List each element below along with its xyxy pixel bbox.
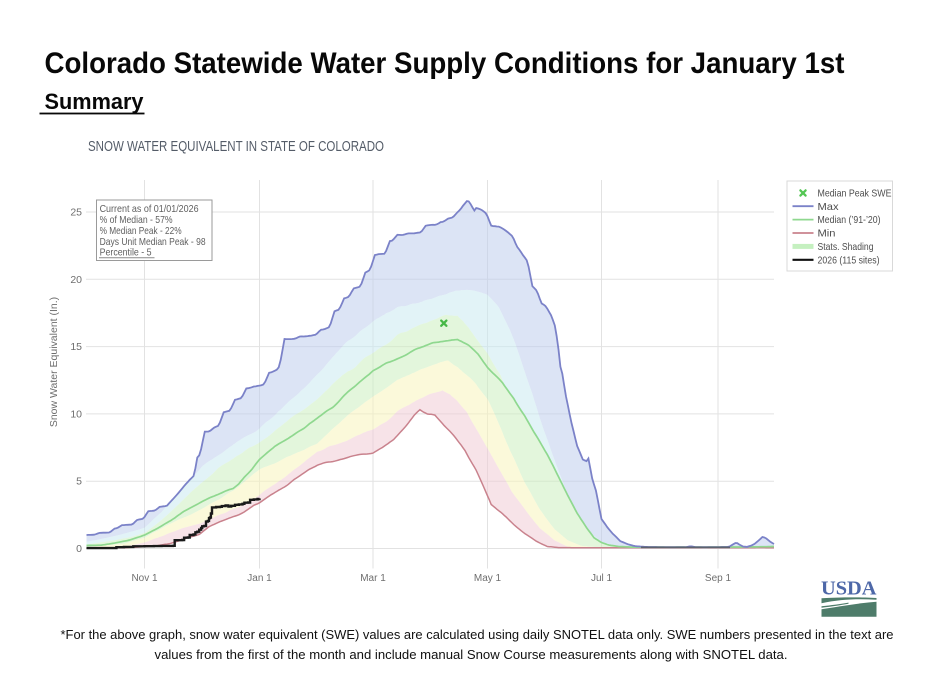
svg-text:10: 10 — [70, 408, 82, 420]
svg-text:Summary: Summary — [45, 89, 145, 114]
svg-text:Median (’91-’20): Median (’91-’20) — [818, 215, 881, 226]
svg-text:% Median Peak - 22%: % Median Peak - 22% — [100, 226, 182, 237]
svg-text:Max: Max — [818, 202, 840, 213]
svg-text:Min: Min — [818, 229, 836, 240]
svg-text:Mar 1: Mar 1 — [360, 573, 386, 584]
svg-text:Jul 1: Jul 1 — [591, 573, 613, 584]
svg-text:Snow Water Equivalent (In.): Snow Water Equivalent (In.) — [48, 297, 60, 427]
svg-text:May 1: May 1 — [474, 573, 502, 584]
svg-text:values from the first of the m: values from the first of the month and i… — [155, 647, 788, 662]
svg-text:% of Median - 57%: % of Median - 57% — [100, 215, 173, 226]
svg-text:25: 25 — [70, 207, 82, 219]
svg-text:Percentile - 5: Percentile - 5 — [100, 248, 152, 259]
svg-text:5: 5 — [76, 476, 82, 488]
svg-text:Current as of 01/01/2026: Current as of 01/01/2026 — [100, 204, 199, 215]
svg-text:Stats. Shading: Stats. Shading — [818, 242, 874, 253]
svg-text:Nov 1: Nov 1 — [131, 573, 158, 584]
svg-text:20: 20 — [70, 274, 82, 286]
svg-text:USDA: USDA — [821, 578, 877, 600]
svg-text:2026 (115 sites): 2026 (115 sites) — [818, 255, 880, 266]
svg-text:*For the above graph, snow wat: *For the above graph, snow water equival… — [61, 627, 894, 642]
svg-text:Days Unit Median Peak - 98: Days Unit Median Peak - 98 — [100, 237, 206, 248]
svg-text:Colorado Statewide Water Suppl: Colorado Statewide Water Supply Conditio… — [45, 47, 845, 80]
svg-text:Jan 1: Jan 1 — [247, 573, 272, 584]
svg-text:0: 0 — [76, 543, 82, 555]
svg-text:Sep 1: Sep 1 — [705, 573, 732, 584]
svg-text:SNOW WATER EQUIVALENT IN STATE: SNOW WATER EQUIVALENT IN STATE OF COLORA… — [88, 138, 384, 155]
svg-text:15: 15 — [70, 341, 82, 353]
svg-text:Median Peak SWE: Median Peak SWE — [818, 189, 892, 200]
